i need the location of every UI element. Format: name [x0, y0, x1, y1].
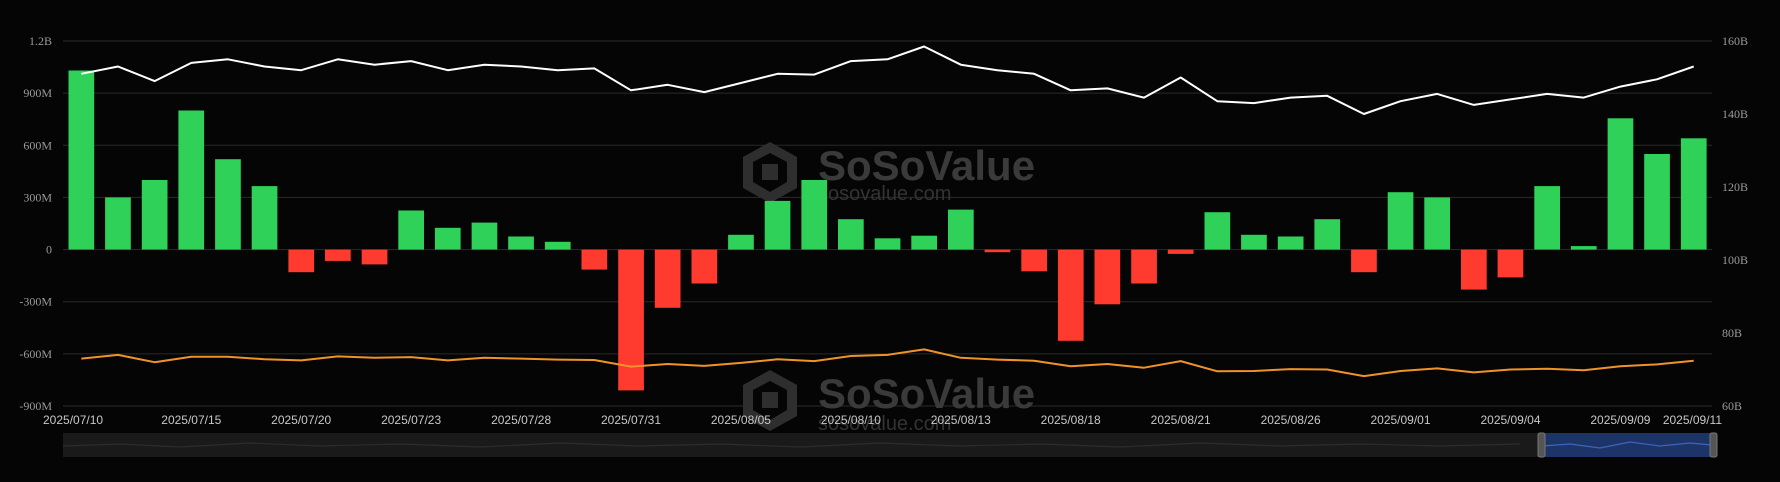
- line-series: [81, 45, 1695, 378]
- x-tick-label: 2025/09/04: [1480, 413, 1540, 427]
- flow-bar: [1167, 249, 1194, 254]
- flow-bar: [288, 249, 315, 273]
- axes: 1.2B 900M 600M 300M 0 -300M -600M -900M 160B 140B…: [19, 34, 1748, 427]
- y-left-tick-label: 900M: [23, 86, 52, 100]
- flow-bar: [1277, 236, 1304, 250]
- x-tick-label: 2025/07/31: [601, 413, 661, 427]
- flow-bar: [434, 227, 461, 250]
- secondary-line: [81, 348, 1694, 378]
- flow-bar: [654, 249, 681, 308]
- flow-bar: [361, 249, 388, 265]
- x-tick-label: 2025/08/18: [1041, 413, 1101, 427]
- x-tick-label: 2025/09/01: [1370, 413, 1430, 427]
- y-right-tick-label: 160B: [1722, 34, 1748, 48]
- flow-bar: [1424, 197, 1450, 250]
- y-left-tick-label: 0: [46, 243, 52, 257]
- x-tick-label: 2025/07/23: [381, 413, 441, 427]
- flow-bar: [911, 235, 937, 250]
- x-tick-label: 2025/07/28: [491, 413, 551, 427]
- slider-handle-right[interactable]: [1709, 432, 1718, 458]
- slider-overview-line: [62, 442, 1521, 448]
- flow-bar: [1680, 138, 1707, 250]
- flow-bar: [1314, 219, 1341, 250]
- flow-bar: [544, 241, 571, 250]
- watermark-brand: SoSoValue: [818, 142, 1035, 189]
- y-left-tick-label: -300M: [19, 295, 52, 309]
- slider-selection-line: [1541, 441, 1713, 449]
- flow-bar: [984, 249, 1011, 253]
- flow-bar: [1570, 246, 1597, 250]
- flow-bar: [325, 249, 351, 261]
- flow-bar: [948, 209, 974, 250]
- y-left-tick-label: 1.2B: [29, 34, 52, 48]
- flow-bar: [508, 236, 534, 250]
- flow-bar: [838, 219, 864, 250]
- bar-series: [68, 70, 1707, 391]
- x-tick-label: 2025/09/11: [1663, 413, 1722, 427]
- grid-lines: [63, 40, 1712, 407]
- flow-bar: [1351, 249, 1377, 273]
- flow-bar: [1204, 212, 1231, 250]
- flow-bar: [178, 110, 205, 250]
- flow-bar: [1094, 249, 1121, 305]
- y-right-tick-label: 100B: [1722, 253, 1748, 267]
- x-tick-label: 2025/08/26: [1261, 413, 1321, 427]
- y-left-tick-label: 300M: [23, 190, 52, 204]
- x-tick-label: 2025/09/09: [1590, 413, 1650, 427]
- x-tick-label: 2025/07/20: [271, 413, 331, 427]
- flow-bar: [801, 180, 828, 250]
- flow-bar: [1644, 154, 1670, 250]
- flow-bar: [1021, 249, 1047, 272]
- watermark-url: sosovalue.com: [818, 183, 951, 205]
- y-left-tick-label: 600M: [23, 138, 52, 152]
- flow-bar: [618, 249, 644, 391]
- slider-selection[interactable]: [1542, 433, 1714, 457]
- flow-bar: [1387, 192, 1414, 250]
- x-tick-label: 2025/08/10: [821, 413, 881, 427]
- x-tick-label: 2025/08/05: [711, 413, 771, 427]
- x-tick-label: 2025/08/13: [931, 413, 991, 427]
- x-tick-label: 2025/08/21: [1151, 413, 1211, 427]
- flow-bar: [1461, 249, 1487, 290]
- flow-bar: [1607, 118, 1634, 250]
- y-left-tick-label: -600M: [19, 347, 52, 361]
- flow-bar: [1534, 186, 1560, 250]
- watermark-logo-icon-2: [743, 370, 797, 431]
- x-tick-label: 2025/07/15: [161, 413, 221, 427]
- flow-bar: [1131, 249, 1157, 284]
- flow-bar: [251, 186, 278, 250]
- flow-bar: [1497, 249, 1524, 278]
- date-range-slider[interactable]: [62, 432, 1718, 458]
- watermark-logo-icon: [743, 142, 797, 203]
- x-tick-label: 2025/07/10: [43, 413, 103, 427]
- flow-bar: [728, 234, 754, 250]
- y-right-tick-label: 60B: [1722, 399, 1742, 413]
- price-line: [81, 45, 1695, 115]
- flow-bar: [141, 180, 168, 250]
- watermarks: SoSoValue sosovalue.com SoSoValue sosova…: [743, 142, 1035, 435]
- slider-handle-left[interactable]: [1537, 432, 1546, 458]
- flow-bar: [1057, 249, 1084, 341]
- watermark-url-2: sosovalue.com: [818, 413, 951, 435]
- watermark-brand-2: SoSoValue: [818, 370, 1035, 417]
- flow-bar: [471, 222, 498, 250]
- y-left-tick-label: -900M: [19, 399, 52, 413]
- y-right-tick-label: 140B: [1722, 107, 1748, 121]
- flow-bar: [105, 197, 131, 250]
- flow-bar: [68, 70, 95, 250]
- flow-bar: [398, 210, 424, 250]
- flow-bar: [215, 159, 241, 250]
- y-right-tick-label: 120B: [1722, 180, 1748, 194]
- flow-bar: [691, 249, 718, 284]
- flow-bar: [764, 200, 791, 250]
- y-right-tick-label: 80B: [1722, 326, 1742, 340]
- flow-bar: [874, 238, 901, 250]
- flow-bar: [1241, 234, 1267, 250]
- flow-bar: [581, 249, 608, 270]
